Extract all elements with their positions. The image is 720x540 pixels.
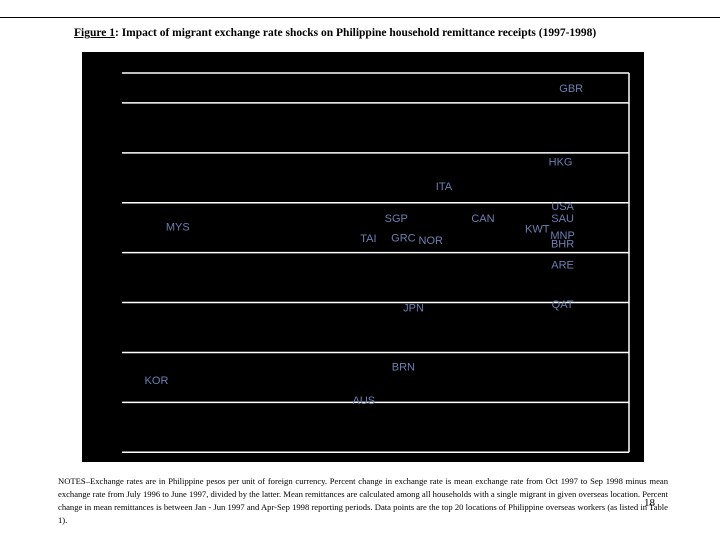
data-point-brn: BRN bbox=[392, 362, 415, 374]
data-point-aus: AUS bbox=[353, 395, 376, 407]
figure-title: Figure 1: Impact of migrant exchange rat… bbox=[74, 27, 674, 39]
data-point-usa: USA bbox=[551, 201, 574, 213]
data-point-ita: ITA bbox=[436, 181, 453, 193]
data-point-gbr: GBR bbox=[559, 83, 583, 95]
data-point-can: CAN bbox=[471, 213, 494, 225]
top-rule bbox=[0, 17, 720, 18]
data-point-kwt: KWT bbox=[525, 223, 550, 235]
chart-panel: GBR HKG ITA USA SGP CAN SAU MYS KWT MNP TAI GRC NOR B… bbox=[82, 52, 644, 462]
data-point-bhr: BHR bbox=[551, 238, 574, 250]
data-point-are: ARE bbox=[551, 260, 574, 272]
figure-notes: NOTES–Exchange rates are in Philippine p… bbox=[58, 476, 668, 525]
figure-title-text: : Impact of migrant exchange rate shocks… bbox=[115, 27, 597, 39]
data-point-kor: KOR bbox=[145, 375, 169, 387]
data-point-tai: TAI bbox=[360, 233, 376, 245]
data-point-sau: SAU bbox=[551, 213, 574, 225]
data-point-sgp: SGP bbox=[385, 213, 408, 225]
data-point-mys: MYS bbox=[166, 221, 190, 233]
data-point-hkg: HKG bbox=[549, 157, 573, 169]
figure-number: Figure 1 bbox=[74, 27, 115, 39]
data-point-qat: QAT bbox=[552, 299, 574, 311]
data-point-grc: GRC bbox=[391, 232, 416, 244]
data-point-jpn: JPN bbox=[403, 302, 424, 314]
page-number: 18 bbox=[644, 497, 655, 509]
data-point-nor: NOR bbox=[419, 235, 444, 247]
data-point-mnp: MNP bbox=[550, 230, 574, 242]
